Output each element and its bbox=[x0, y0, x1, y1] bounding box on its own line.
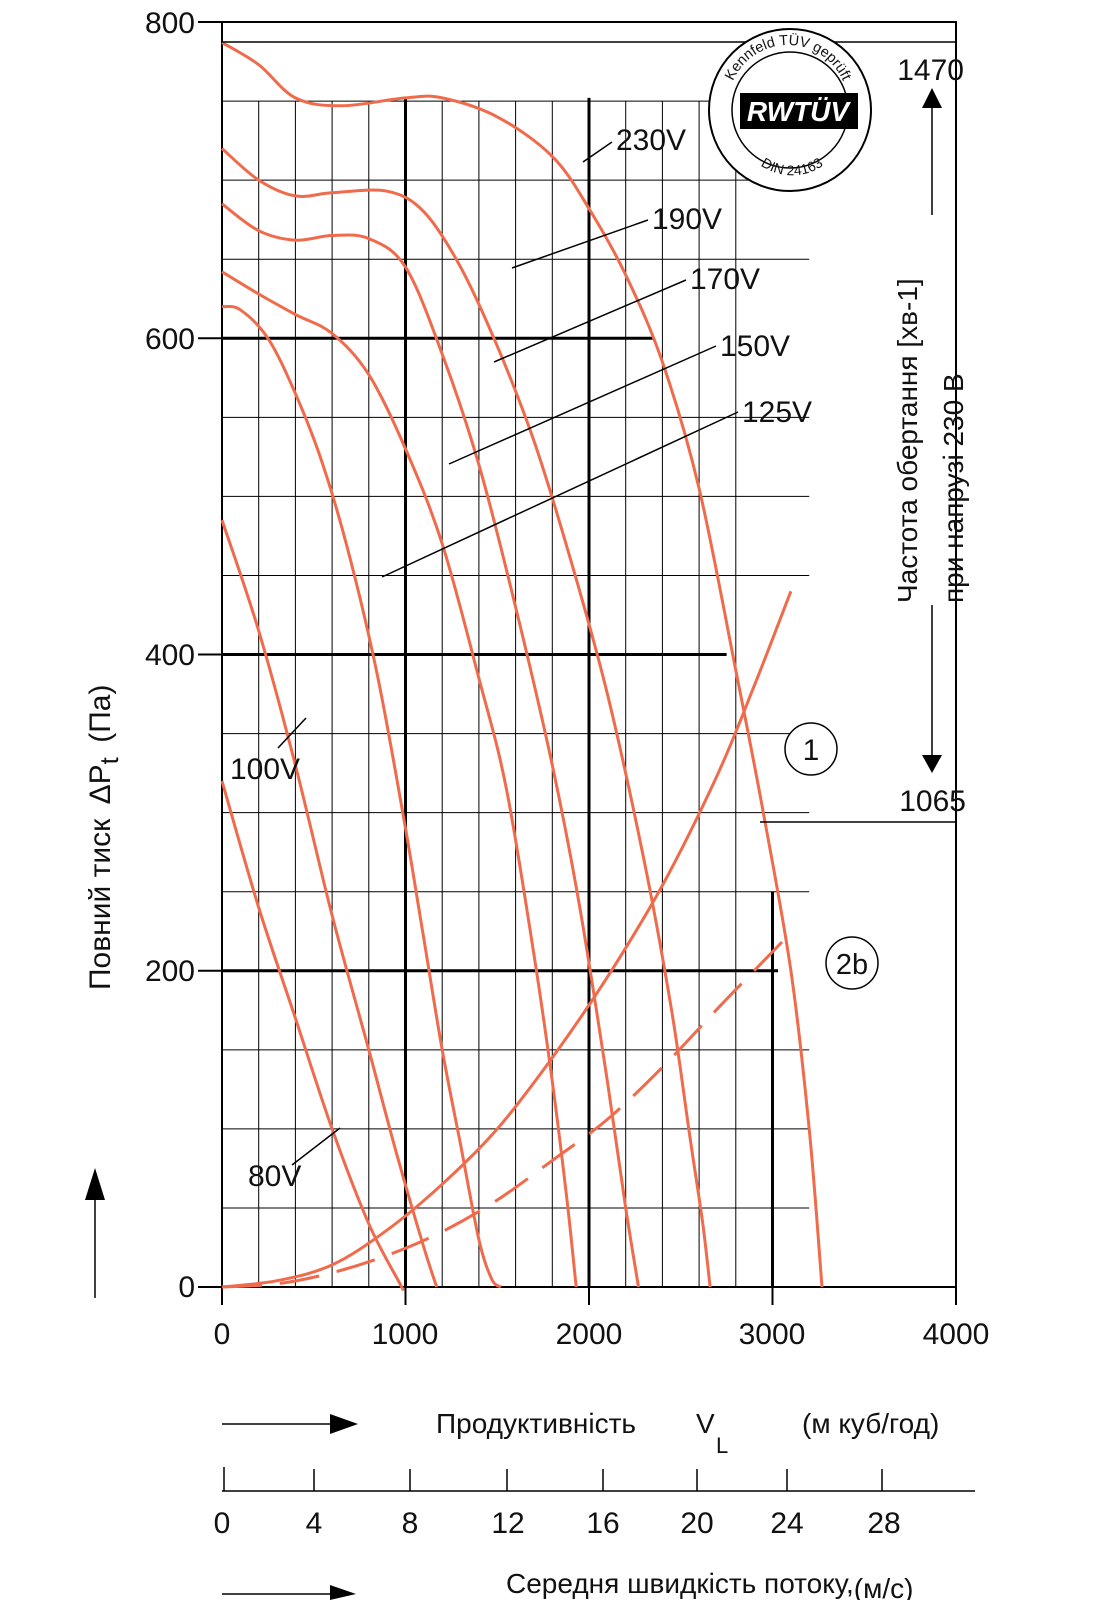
velocity-label-text: Середня швидкість потоку, bbox=[506, 1568, 854, 1599]
leader-230v bbox=[582, 141, 613, 163]
arrow-right-icon bbox=[330, 1414, 358, 1434]
logo-brand-band bbox=[740, 93, 858, 129]
arrow-up-icon bbox=[922, 88, 942, 108]
leader-150v bbox=[448, 345, 717, 465]
velocity-tick-label: 12 bbox=[491, 1507, 524, 1540]
leader-125v bbox=[381, 411, 739, 578]
rpm-axis-label-line1: Частота обертання [хв-1] bbox=[892, 278, 923, 603]
curve-150v bbox=[221, 270, 578, 1288]
minor-gridlines bbox=[222, 100, 810, 1287]
label-125v: 125V bbox=[742, 396, 812, 429]
curve-2b-label: 2b bbox=[836, 949, 868, 981]
label-170v: 170V bbox=[690, 263, 760, 296]
velocity-label: Середня швидкість потоку,(м/с) bbox=[506, 1568, 913, 1600]
logo-brand: RWTÜV bbox=[747, 96, 851, 127]
fan-curves bbox=[220, 41, 824, 1291]
x-tick-label: 2000 bbox=[556, 1318, 623, 1351]
label-100v: 100V bbox=[230, 753, 300, 786]
xlabel-unit: (м куб/год) bbox=[802, 1408, 939, 1439]
velocity-tick-labels: 0 4 8 12 16 20 24 28 bbox=[214, 1469, 901, 1540]
y-tick-label: 600 bbox=[145, 323, 195, 356]
x-tick-label: 0 bbox=[214, 1318, 231, 1351]
leader-100v bbox=[277, 717, 307, 749]
curve-100v bbox=[220, 519, 439, 1288]
rpm-top-value: 1470 bbox=[897, 54, 964, 87]
leader-170v bbox=[493, 279, 687, 363]
axis-tick-marks bbox=[198, 21, 957, 1305]
arrow-down-icon bbox=[922, 755, 942, 773]
y-tick-label: 0 bbox=[178, 1271, 195, 1304]
x-tick-label: 3000 bbox=[739, 1318, 806, 1351]
ylabel-subscript: t bbox=[94, 756, 124, 764]
curve-230v bbox=[221, 41, 824, 1288]
xlabel-symbol: V bbox=[696, 1408, 715, 1439]
arrow-up-icon bbox=[85, 1168, 105, 1200]
curve-1 bbox=[221, 590, 793, 1289]
rpm-axis-label-line2: при напрузі 230 В bbox=[938, 373, 969, 603]
y-tick-label: 800 bbox=[145, 7, 195, 40]
velocity-label-unit: (м/с) bbox=[854, 1573, 914, 1600]
y-axis-title: Повний тиск ΔPt (Па) bbox=[84, 685, 125, 1298]
label-150v: 150V bbox=[720, 330, 790, 363]
velocity-tick-label: 0 bbox=[214, 1507, 231, 1540]
velocity-tick-label: 20 bbox=[680, 1507, 713, 1540]
ylabel-unit: (Па) bbox=[84, 685, 117, 743]
x-axis-title: Продуктивність V L (м куб/год) bbox=[222, 1408, 939, 1458]
rpm-bottom-value: 1065 bbox=[899, 785, 966, 818]
xlabel-subscript: L bbox=[716, 1433, 728, 1458]
y-tick-label: 200 bbox=[145, 955, 195, 988]
xlabel-text: Продуктивність bbox=[436, 1408, 636, 1439]
ylabel-text: Повний тиск bbox=[84, 818, 117, 990]
x-tick-label: 4000 bbox=[923, 1318, 990, 1351]
voltage-labels: 230V 190V 170V 150V 125V 100V 80V bbox=[230, 124, 812, 1193]
curve-125v bbox=[221, 304, 502, 1289]
curve-170v bbox=[221, 202, 640, 1288]
svg-text:Повний тиск ΔPt (П: Повний тиск ΔPt (Па) bbox=[84, 685, 125, 990]
y-tick-labels: 800 600 400 200 0 bbox=[145, 7, 195, 1304]
x-tick-labels: 0 1000 2000 3000 4000 bbox=[214, 1318, 990, 1351]
curve-190v bbox=[221, 147, 712, 1288]
curve-80v bbox=[220, 780, 405, 1291]
velocity-axis: 0 4 8 12 16 20 24 28 Середня швидкість потоку,(… bbox=[214, 1467, 975, 1600]
rpm-annotations: 1470 1065 Частота обертання [хв-1] при н… bbox=[892, 54, 969, 818]
velocity-tick-label: 16 bbox=[586, 1507, 619, 1540]
label-190v: 190V bbox=[652, 203, 722, 236]
label-80v: 80V bbox=[248, 1160, 301, 1193]
curve-1-label: 1 bbox=[803, 734, 820, 767]
system-curve-labels: 1 2b bbox=[784, 722, 879, 990]
velocity-tick-label: 28 bbox=[867, 1507, 900, 1540]
ylabel-symbol: ΔP bbox=[84, 764, 117, 804]
velocity-tick-label: 24 bbox=[770, 1507, 803, 1540]
label-230v: 230V bbox=[616, 124, 686, 157]
x-tick-label: 1000 bbox=[372, 1318, 439, 1351]
leader-80v bbox=[291, 1127, 341, 1166]
circle-curve-2b bbox=[825, 936, 879, 990]
arrow-right-icon bbox=[330, 1585, 356, 1600]
curve-2b bbox=[221, 931, 792, 1289]
velocity-tick-label: 4 bbox=[306, 1507, 323, 1540]
rwtuv-certification-logo: Kennfeld TÜV geprüft RWTÜV DIN 24163 bbox=[708, 28, 872, 192]
circle-curve-1 bbox=[784, 722, 838, 776]
velocity-tick-label: 8 bbox=[402, 1507, 419, 1540]
y-tick-label: 400 bbox=[145, 639, 195, 672]
leader-190v bbox=[511, 219, 649, 269]
